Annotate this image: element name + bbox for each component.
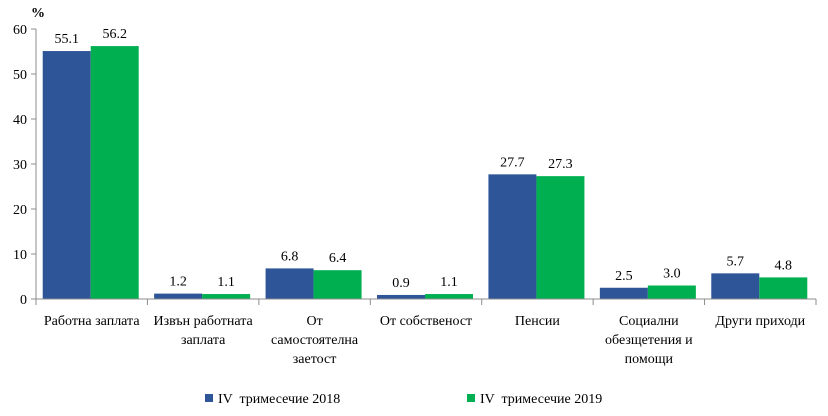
data-label: 1.2 — [169, 275, 187, 290]
data-label: 2.5 — [615, 269, 633, 284]
y-tick-label: 30 — [13, 158, 27, 173]
bar-series-1 — [42, 51, 91, 299]
bar-series-1 — [711, 273, 760, 299]
x-tick-label: Пенсии — [515, 314, 561, 329]
y-tick-label: 50 — [13, 68, 27, 83]
data-label: 27.3 — [548, 157, 573, 172]
y-tick-label: 60 — [13, 23, 27, 38]
bar-series-2 — [202, 294, 251, 299]
legend-swatch — [467, 394, 475, 402]
y-tick-label: 10 — [13, 248, 27, 263]
data-label: 4.8 — [775, 258, 793, 273]
legend-label: IV тримесечие 2018 — [218, 392, 340, 407]
legend-swatch — [205, 394, 213, 402]
data-label: 56.2 — [102, 27, 127, 42]
bar-series-1 — [154, 293, 203, 299]
data-label: 1.1 — [217, 275, 235, 290]
x-tick-label: Извън работната заплата — [154, 314, 254, 348]
x-tick-label: Социални обезщетения и помощи — [605, 314, 693, 367]
x-tick-label: Работна заплата — [44, 314, 140, 329]
x-tick-label-line: заплата — [181, 333, 226, 348]
data-label: 5.7 — [727, 254, 745, 269]
x-axis: Работна заплата Извън работната заплата От с… — [35, 298, 817, 367]
x-tick-label-line: От собственост — [380, 314, 472, 329]
bar-series-1 — [488, 174, 537, 299]
x-tick-label-line: помощи — [625, 352, 674, 367]
legend: IV тримесечие 2018 IV тримесечие 2019 — [205, 392, 602, 407]
bars-group — [42, 46, 808, 299]
y-tick-label: 20 — [13, 203, 27, 218]
x-tick-label-line: Други приходи — [715, 314, 805, 329]
x-tick-label-line: Социални — [619, 314, 679, 329]
bar-series-1 — [377, 294, 425, 299]
bar-series-2 — [759, 277, 808, 299]
legend-label: IV тримесечие 2019 — [480, 392, 602, 407]
data-label: 55.1 — [54, 32, 79, 47]
data-labels-group: 55.1 56.2 1.2 1.1 6.8 6.4 0.9 1.1 27.7 27.3 2.5 3.0… — [54, 27, 792, 291]
data-label: 6.4 — [329, 251, 347, 266]
x-tick-label: От самостоятелна заетост — [271, 314, 359, 367]
y-tick-label: 0 — [20, 293, 27, 308]
data-label: 27.7 — [500, 155, 525, 170]
y-tick-label: 40 — [13, 113, 27, 128]
y-axis-label: % — [31, 6, 45, 21]
x-tick-label: От собственост — [380, 314, 472, 329]
bar-series-2 — [313, 270, 362, 299]
x-tick-label-line: От — [306, 314, 322, 329]
data-label: 3.0 — [663, 267, 681, 282]
bar-series-2 — [90, 46, 139, 299]
data-label: 6.8 — [281, 249, 299, 264]
x-tick-label-line: Пенсии — [515, 314, 561, 329]
bar-series-1 — [599, 287, 648, 299]
x-tick-label-line: Работна заплата — [44, 314, 140, 329]
x-tick-label-line: Извън работната — [154, 314, 254, 329]
x-tick-label-line: заетост — [293, 352, 337, 367]
x-tick-label-line: самостоятелна — [271, 333, 359, 348]
y-axis: 0 10 20 30 40 50 60% — [13, 6, 45, 308]
x-tick-label: Други приходи — [715, 314, 805, 329]
data-label: 0.9 — [392, 276, 410, 291]
x-tick-label-line: обезщетения и — [605, 333, 693, 348]
bar-series-2 — [647, 285, 696, 299]
bar-series-1 — [265, 268, 314, 299]
bar-series-2 — [536, 176, 585, 299]
bar-series-2 — [425, 294, 473, 299]
data-label: 1.1 — [440, 275, 458, 290]
